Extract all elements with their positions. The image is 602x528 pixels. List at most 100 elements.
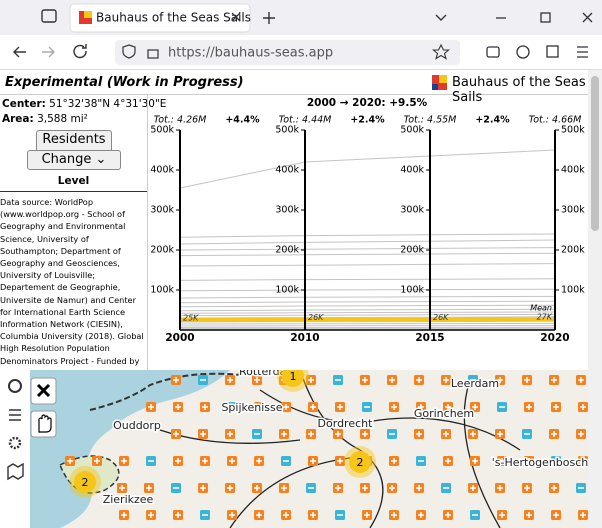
forward[interactable] [42, 46, 55, 58]
map: Rotterdam Leerdam Spijkenisse Ouddorp Dordre… [0, 370, 588, 528]
cell-sign [119, 485, 125, 491]
place-name: Zierikzee [103, 493, 154, 506]
cell-sign [94, 458, 100, 464]
account[interactable] [516, 45, 530, 59]
globe-icon[interactable] [8, 379, 22, 393]
total: Tot.: 4.55M [404, 115, 457, 126]
cell-sign [308, 431, 314, 437]
cell-sign [310, 404, 316, 410]
cell-sign [524, 377, 530, 383]
banner: Experimental (Work in Progress) [5, 75, 244, 90]
cell-sign [362, 431, 368, 437]
cell-sign [526, 458, 532, 464]
data-source: Data source: WorldPop (www.worldpop.org … [0, 197, 144, 370]
roads [159, 370, 521, 528]
cell-sign [416, 431, 422, 437]
scroll-thumb[interactable] [591, 76, 599, 231]
cell-sign [227, 377, 233, 383]
url-field[interactable] [115, 40, 460, 65]
lock-icon [147, 49, 159, 59]
x-tick-label: 2015 [415, 332, 444, 344]
cell-sign [67, 458, 73, 464]
y-tick-label: 100k [275, 285, 299, 296]
cell-sign [335, 485, 341, 491]
cell-sign [553, 512, 559, 518]
tab-close[interactable] [231, 12, 241, 22]
place-name: Spijkenisse [221, 401, 282, 414]
series-line [179, 239, 556, 245]
close-window[interactable] [582, 12, 593, 23]
y-tick-label: 200k [275, 245, 299, 256]
new-tab[interactable] [263, 12, 275, 24]
pocket[interactable] [486, 46, 500, 58]
cell-sign [364, 512, 370, 518]
mean-label: 25K [183, 314, 199, 323]
mean-name: Mean [530, 304, 552, 313]
chart-title: 2000 → 2020: +9.5% [307, 97, 428, 109]
brand: Bauhaus of the Seas Sails [452, 75, 586, 105]
reload[interactable] [73, 44, 87, 59]
x-tick-label: 2010 [290, 332, 319, 344]
mean-line [179, 317, 556, 322]
x-tick-label: 2000 [165, 332, 194, 344]
tab-title: Bauhaus of the Seas Sails [96, 11, 251, 25]
cell-sign [445, 458, 451, 464]
url: https://bauhaus-seas.app [168, 46, 333, 61]
place-name: 's-Hertogenbosch [492, 456, 588, 469]
settings-icon[interactable] [8, 436, 22, 450]
cell-sign [254, 377, 260, 383]
mean-label: 26K [308, 313, 324, 322]
cell-sign [335, 431, 341, 437]
extensions[interactable] [546, 45, 559, 58]
cell-sign [308, 377, 314, 383]
cell-sign [524, 485, 530, 491]
back[interactable] [13, 46, 26, 58]
app-header [0, 72, 588, 95]
map-icon[interactable] [7, 462, 24, 481]
y-tick-label: 200k [561, 245, 585, 256]
cell-sign [281, 485, 287, 491]
cell-sign [391, 458, 397, 464]
y-tick-label: 500k [150, 125, 174, 136]
cell-sign [580, 512, 586, 518]
bookmark[interactable] [432, 43, 450, 60]
series-line [179, 278, 556, 281]
series-line [179, 149, 556, 189]
tab-menu[interactable] [435, 14, 447, 21]
cell-sign [443, 377, 449, 383]
active-tab[interactable] [69, 3, 251, 33]
change-select[interactable]: Change ⌄ [27, 150, 121, 170]
divider [147, 95, 148, 370]
cell-sign [445, 512, 451, 518]
tab-list-icon[interactable] [41, 9, 57, 23]
series-line [179, 295, 556, 299]
cell-sign [551, 431, 557, 437]
cell-sign [497, 485, 503, 491]
cell-sign [418, 512, 424, 518]
mean-label: 26K [433, 313, 449, 322]
cell-sign [310, 458, 316, 464]
cell-sign [121, 512, 127, 518]
series-line [179, 300, 556, 304]
cell-sign [472, 404, 478, 410]
cell-sign [391, 404, 397, 410]
cell-sign [256, 512, 262, 518]
maximize[interactable] [540, 12, 551, 23]
cell-sign [256, 458, 262, 464]
series-line [179, 288, 556, 292]
y-tick-label: 500k [561, 125, 585, 136]
y-tick-label: 300k [400, 205, 424, 216]
place-name: Gorinchem [414, 407, 474, 420]
cell-sign [229, 512, 235, 518]
cell-sign [173, 431, 179, 437]
cell-sign [200, 485, 206, 491]
menu[interactable] [577, 46, 588, 58]
filter-icon[interactable] [9, 409, 21, 421]
cell-sign [362, 485, 368, 491]
cell-sign [578, 431, 584, 437]
y-tick-label: 500k [275, 125, 299, 136]
cluster [282, 370, 304, 387]
total: Tot.: 4.66M [529, 115, 582, 126]
area: Area: 3,588 mi² [2, 113, 88, 125]
